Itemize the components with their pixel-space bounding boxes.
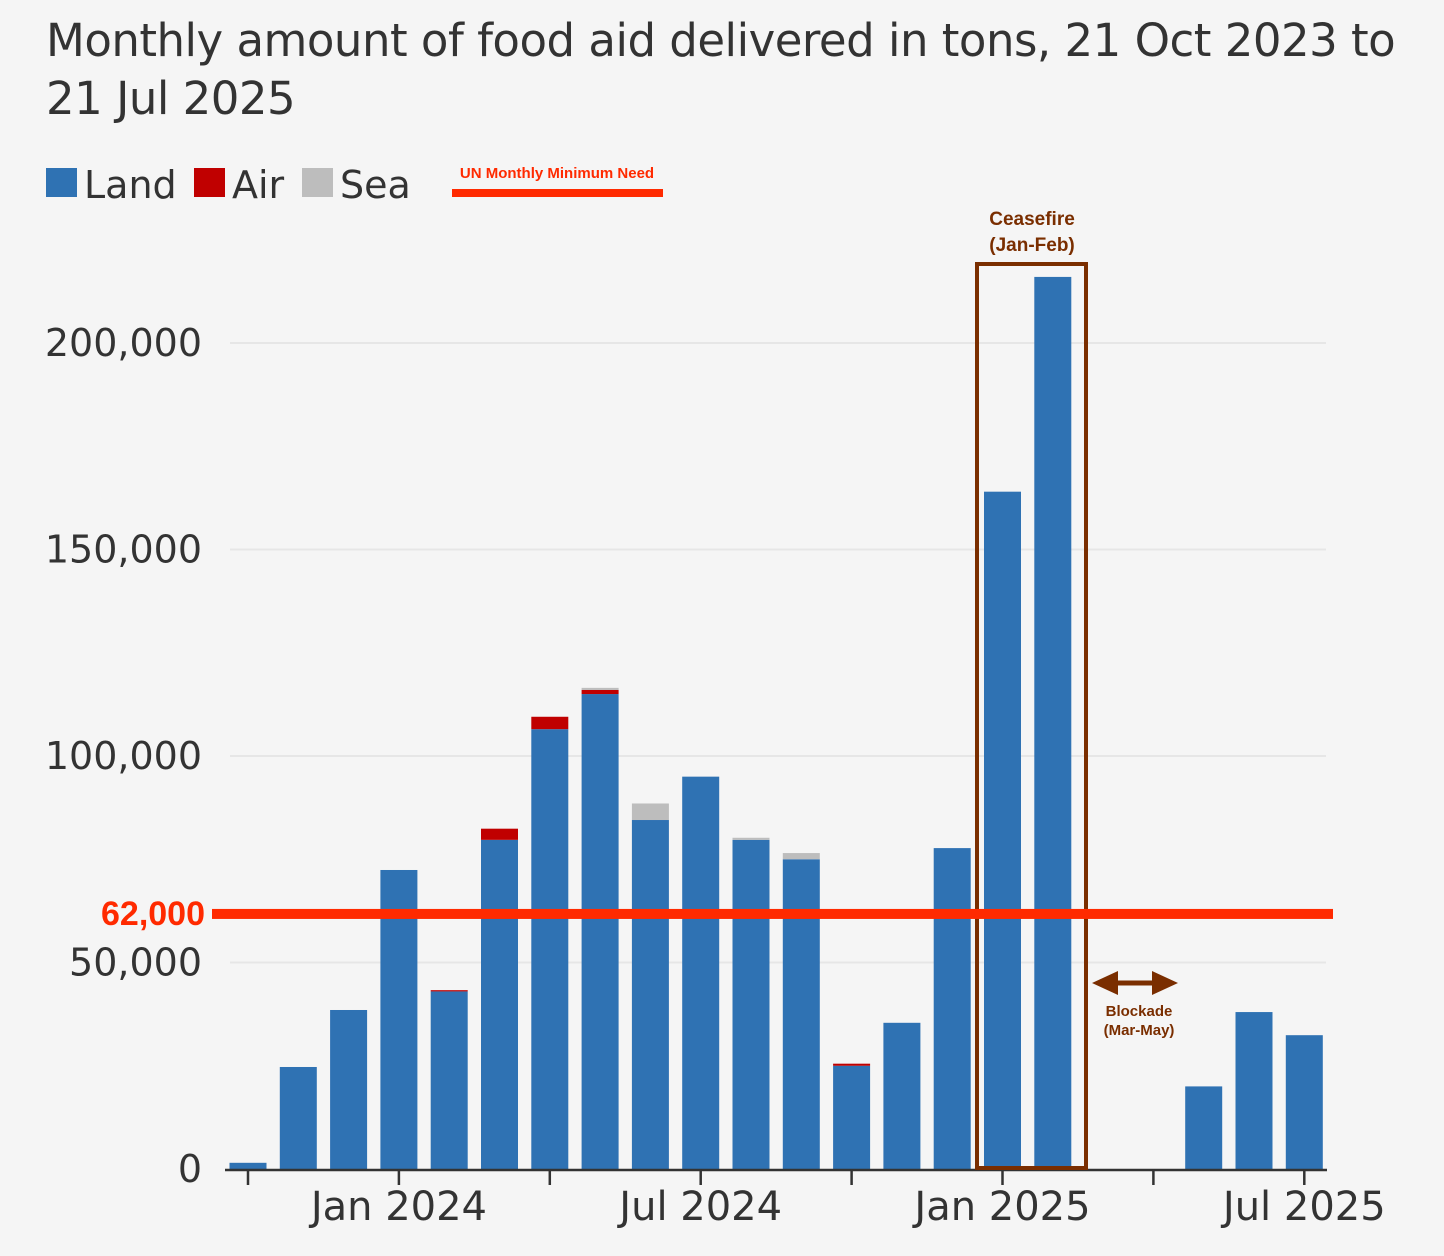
legend-label-land: Land xyxy=(84,163,177,207)
bar-air xyxy=(833,1063,871,1066)
bar-land xyxy=(481,839,518,1169)
legend-label-air: Air xyxy=(232,163,285,207)
chart-title: Monthly amount of food aid delivered in … xyxy=(46,14,1396,125)
bar-land xyxy=(430,991,468,1169)
ceasefire-sublabel: (Jan-Feb) xyxy=(989,235,1075,256)
bar-land xyxy=(732,839,770,1169)
bar-land xyxy=(1285,1035,1323,1169)
y-tick-label: 0 xyxy=(178,1147,202,1191)
bar-air xyxy=(581,689,619,695)
y-tick-label: 150,000 xyxy=(45,528,202,572)
bar-land xyxy=(631,820,669,1169)
bar-land xyxy=(1185,1086,1223,1169)
bar-land xyxy=(531,729,569,1169)
legend-swatch-air xyxy=(194,168,225,197)
x-tick-label: Jan 2024 xyxy=(308,1184,487,1230)
y-tick-label: 50,000 xyxy=(69,941,202,985)
legend-swatch-land xyxy=(46,168,77,197)
bar-sea xyxy=(581,687,619,690)
bar-land xyxy=(279,1066,317,1169)
legend-label-sea: Sea xyxy=(340,163,411,207)
bar-land xyxy=(933,848,971,1169)
x-tick-label: Jul 2024 xyxy=(616,1184,782,1230)
bar-air xyxy=(430,990,468,992)
bar-land xyxy=(229,1162,267,1169)
bar-land xyxy=(883,1022,921,1169)
bar-land xyxy=(833,1065,871,1169)
x-tick-label: Jul 2025 xyxy=(1220,1184,1386,1230)
bar-land xyxy=(682,776,720,1169)
y-tick-label: 200,000 xyxy=(45,321,202,365)
legend-swatch-sea xyxy=(302,168,333,197)
bar-sea xyxy=(782,853,820,860)
blockade-arrow-icon xyxy=(1092,971,1178,995)
bar-land xyxy=(330,1009,368,1169)
ceasefire-label: Ceasefire xyxy=(989,209,1075,230)
legend-swatch-un-minimum xyxy=(452,189,663,197)
bar-land xyxy=(1235,1012,1273,1169)
bar-land xyxy=(581,694,619,1169)
un-minimum-line xyxy=(212,908,1333,919)
bar-air xyxy=(481,828,518,840)
bar-land xyxy=(782,859,820,1169)
blockade-sublabel: (Mar-May) xyxy=(1104,1022,1175,1039)
legend-label-un-minimum: UN Monthly Minimum Need xyxy=(460,165,654,182)
blockade-label: Blockade xyxy=(1106,1003,1173,1020)
ceasefire-box xyxy=(975,262,1088,1170)
bar-sea xyxy=(732,837,770,840)
y-tick-label: 100,000 xyxy=(45,734,202,778)
bar-land xyxy=(1034,276,1072,1169)
bar-land xyxy=(984,491,1021,1169)
bar-air xyxy=(531,716,569,730)
un-minimum-value-label: 62,000 xyxy=(101,895,205,933)
x-tick-label: Jan 2025 xyxy=(911,1184,1090,1230)
bar-sea xyxy=(631,803,669,821)
bar-land xyxy=(380,869,418,1169)
